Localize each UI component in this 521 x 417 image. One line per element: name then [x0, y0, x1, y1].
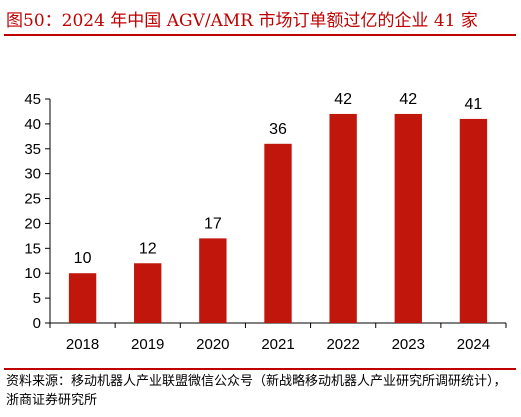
- x-category-label: 2024: [457, 336, 490, 353]
- x-category-label: 2020: [196, 336, 229, 353]
- title-divider: [4, 34, 516, 36]
- source-note: 资料来源：移动机器人产业联盟微信公众号（新战略移动机器人产业研究所调研统计），浙…: [6, 374, 507, 408]
- bar-2021: [264, 143, 292, 323]
- figure-title: 图50：2024 年中国 AGV/AMR 市场订单额过亿的企业 41 家: [6, 11, 478, 31]
- data-label-2019: 12: [139, 240, 157, 257]
- chart-category-labels: 2018 2019 2020 2021 2022 2023 2024: [66, 336, 490, 353]
- x-category-label: 2023: [392, 336, 425, 353]
- data-label-2023: 42: [399, 91, 417, 108]
- y-tick-label: 10: [24, 265, 41, 282]
- y-tick-label: 40: [24, 116, 41, 133]
- data-label-2021: 36: [269, 121, 287, 138]
- bar-2024: [459, 118, 488, 324]
- x-category-label: 2022: [326, 336, 359, 353]
- data-label-2020: 17: [204, 215, 222, 232]
- x-category-label: 2019: [131, 336, 164, 353]
- x-category-label: 2018: [66, 336, 99, 353]
- y-tick-label: 30: [24, 166, 41, 183]
- y-tick-label: 5: [33, 290, 41, 307]
- y-tick-label: 15: [24, 240, 41, 257]
- x-category-label: 2021: [261, 336, 294, 353]
- y-tick-label: 20: [24, 215, 41, 232]
- bar-2020: [199, 238, 227, 323]
- bar-2022: [329, 113, 357, 323]
- chart-axes: 0 5 10 15 20 25 30 35 40 45: [24, 91, 507, 332]
- y-tick-label: 45: [24, 91, 41, 108]
- chart-bars: [68, 113, 488, 324]
- y-tick-label: 35: [24, 141, 41, 158]
- bar-2018: [68, 273, 97, 323]
- data-label-2024: 41: [465, 96, 483, 113]
- data-label-2018: 10: [74, 250, 92, 267]
- chart-data-labels: 10 12 17 36 42 42 41: [74, 91, 483, 267]
- y-tick-label: 25: [24, 191, 41, 208]
- data-label-2022: 42: [334, 91, 352, 108]
- y-tick-label: 0: [33, 315, 41, 332]
- source-divider: [4, 368, 516, 370]
- bar-2019: [134, 263, 162, 323]
- bar-2023: [394, 113, 422, 323]
